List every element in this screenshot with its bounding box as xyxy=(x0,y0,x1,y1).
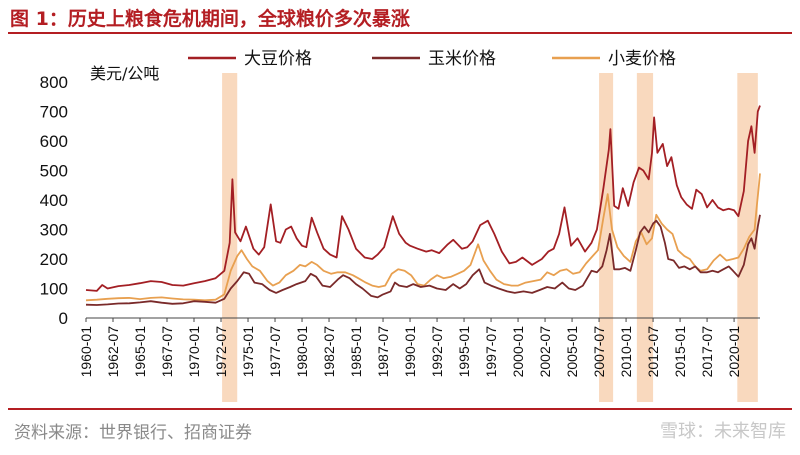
y-axis-unit-label: 美元/公吨 xyxy=(90,64,159,83)
y-tick-label: 800 xyxy=(40,73,68,92)
legend: 大豆价格 玉米价格 小麦价格 xyxy=(188,49,676,69)
x-tick-label: 2010-01 xyxy=(618,326,634,378)
y-tick-label: 0 xyxy=(59,309,68,328)
footer-divider xyxy=(8,408,792,410)
series-lines xyxy=(85,105,761,306)
x-tick-label: 1990-01 xyxy=(402,326,418,378)
x-tick-label: 1980-01 xyxy=(294,326,310,378)
x-tick-label: 1965-01 xyxy=(132,326,148,378)
x-tick-label: 1972-07 xyxy=(213,326,229,378)
x-tick-label: 1992-07 xyxy=(429,326,445,378)
x-tick-label: 1985-01 xyxy=(348,326,364,378)
source-note: 资料来源：世界银行、招商证券 xyxy=(14,423,252,443)
figure-title: 图 1：历史上粮食危机期间，全球粮价多次暴涨 xyxy=(10,8,410,30)
legend-label-1: 大豆价格 xyxy=(244,49,312,69)
x-tick-label: 1967-07 xyxy=(159,326,175,378)
crisis-band-4 xyxy=(737,73,758,402)
title-divider xyxy=(8,32,792,34)
x-tick-label: 2002-07 xyxy=(537,326,553,378)
x-tick-label: 2000-01 xyxy=(510,326,526,378)
series-line-1 xyxy=(85,105,761,292)
y-tick-label: 100 xyxy=(40,280,68,299)
x-tick-label: 1987-07 xyxy=(375,326,391,378)
x-tick-label: 1975-01 xyxy=(240,326,256,378)
legend-label-2: 玉米价格 xyxy=(428,49,496,69)
x-tick-label: 1982-07 xyxy=(321,326,337,378)
x-axis: 1960-01 1962-07 1965-01 1967-07 1970-01 1972-… xyxy=(78,317,760,378)
x-tick-label: 2020-01 xyxy=(726,326,742,378)
x-tick-label: 2017-07 xyxy=(699,326,715,378)
x-tick-label: 2007-07 xyxy=(591,326,607,378)
y-tick-label: 700 xyxy=(40,103,68,122)
y-axis-ticks: 0 100 200 300 400 500 600 700 800 xyxy=(40,73,68,328)
x-tick-label: 1962-07 xyxy=(105,326,121,378)
x-tick-label: 1995-01 xyxy=(456,326,472,378)
x-tick-label: 1960-01 xyxy=(78,326,94,378)
crisis-band-3 xyxy=(636,73,654,402)
crisis-band-2 xyxy=(599,73,614,402)
legend-label-3: 小麦价格 xyxy=(608,49,676,69)
y-tick-label: 600 xyxy=(40,132,68,151)
y-tick-label: 400 xyxy=(40,191,68,210)
watermark-text: 雪球：未来智库 xyxy=(660,421,786,442)
y-tick-label: 300 xyxy=(40,221,68,240)
y-tick-label: 500 xyxy=(40,162,68,181)
x-tick-label: 1997-07 xyxy=(483,326,499,378)
x-tick-label: 2012-07 xyxy=(645,326,661,378)
y-tick-label: 200 xyxy=(40,250,68,269)
x-tick-label: 2015-01 xyxy=(672,326,688,378)
series-line-3 xyxy=(85,173,761,302)
x-tick-label: 1970-01 xyxy=(186,326,202,378)
series-line-2 xyxy=(85,214,761,306)
x-tick-label: 1977-07 xyxy=(267,326,283,378)
x-tick-label: 2005-01 xyxy=(564,326,580,378)
